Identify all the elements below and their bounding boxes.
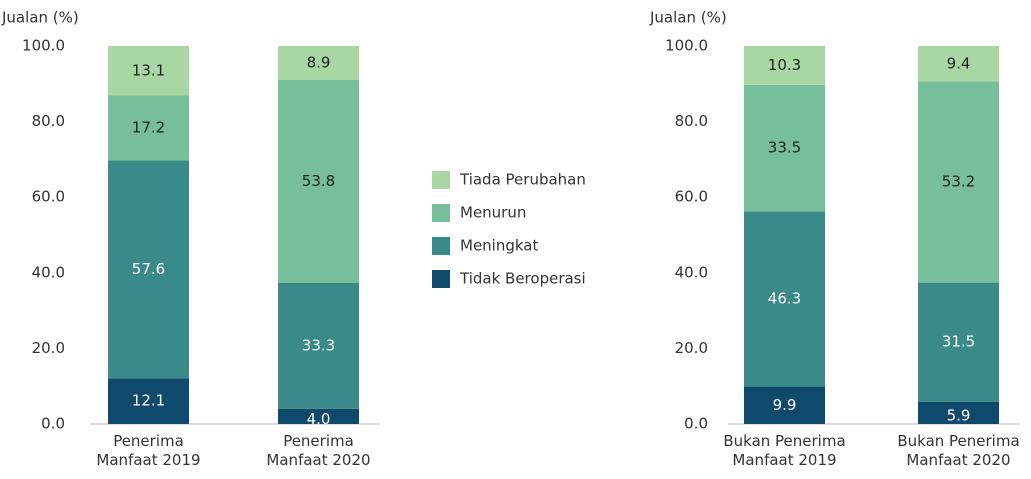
value-label: 8.9 <box>307 53 331 71</box>
value-label: 9.9 <box>773 396 797 414</box>
value-label: 12.1 <box>132 392 165 410</box>
y-tick-label: 0.0 <box>684 415 708 433</box>
bar-segment <box>744 84 825 212</box>
y-tick-label: 80.0 <box>32 112 65 130</box>
value-label: 17.2 <box>132 119 165 137</box>
value-label: 53.2 <box>942 173 975 191</box>
y-tick-label: 100.0 <box>665 37 708 55</box>
legend-swatch <box>432 204 450 222</box>
bar-segment <box>108 46 189 96</box>
bar-segment <box>278 283 359 409</box>
x-tick-label: Penerima Manfaat 2020 <box>266 432 371 469</box>
bar-segment <box>744 386 825 424</box>
y-tick-label: 60.0 <box>675 188 708 206</box>
bar-segment <box>918 81 999 283</box>
bar-segment <box>744 46 825 85</box>
y-tick-label: 60.0 <box>32 188 65 206</box>
legend-swatch <box>432 270 450 288</box>
bar-segment <box>278 79 359 284</box>
legend-label: Menurun <box>460 204 526 222</box>
value-label: 33.3 <box>302 336 335 354</box>
value-label: 5.9 <box>947 406 971 424</box>
y-tick-label: 80.0 <box>675 112 708 130</box>
x-tick-label: Bukan Penerima Manfaat 2020 <box>897 432 1020 469</box>
value-label: 10.3 <box>768 56 801 74</box>
bar-segment <box>744 211 825 387</box>
bar-segment <box>278 46 359 80</box>
x-tick-label: Bukan Penerima Manfaat 2019 <box>723 432 846 469</box>
legend-label: Meningkat <box>460 237 538 255</box>
y-tick-label: 40.0 <box>32 263 65 281</box>
legend-label: Tidak Beroperasi <box>459 270 586 288</box>
value-label: 31.5 <box>942 333 975 351</box>
value-label: 57.6 <box>132 260 165 278</box>
y-tick-label: 20.0 <box>32 339 65 357</box>
value-label: 33.5 <box>768 139 801 157</box>
legend-swatch <box>432 171 450 189</box>
bar-segment <box>918 401 999 424</box>
y-tick-label: 100.0 <box>22 37 65 55</box>
value-label: 13.1 <box>132 61 165 79</box>
bar-segment <box>918 282 999 402</box>
legend-swatch <box>432 237 450 255</box>
legend-label: Tiada Perubahan <box>459 171 586 189</box>
x-tick-label: Penerima Manfaat 2019 <box>96 432 201 469</box>
value-label: 9.4 <box>947 54 971 72</box>
y-tick-label: 20.0 <box>675 339 708 357</box>
value-label: 53.8 <box>302 172 335 190</box>
value-label: 46.3 <box>768 290 801 308</box>
bar-segment <box>108 160 189 379</box>
y-tick-label: 40.0 <box>675 263 708 281</box>
bar-segment <box>278 408 359 424</box>
bar-segment <box>108 95 189 161</box>
bar-segment <box>918 46 999 82</box>
bar-segment <box>108 378 189 424</box>
y-tick-label: 0.0 <box>41 415 65 433</box>
y-axis-label: Jualan (%) <box>1 9 79 27</box>
value-label: 4.0 <box>307 410 331 428</box>
y-axis-label: Jualan (%) <box>649 9 727 27</box>
